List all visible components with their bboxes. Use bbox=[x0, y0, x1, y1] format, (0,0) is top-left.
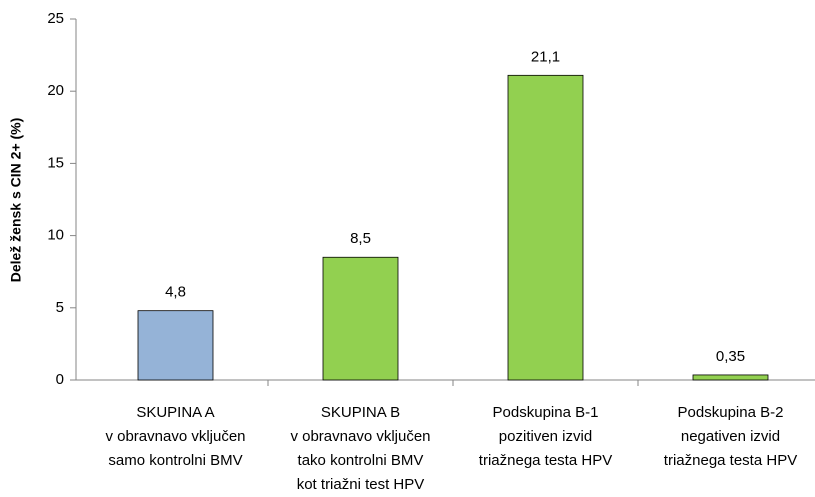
x-tick-label: samo kontrolni BMV bbox=[108, 452, 242, 469]
x-tick-label: triažnega testa HPV bbox=[664, 452, 797, 469]
bar bbox=[507, 74, 584, 381]
x-tick-label: Podskupina B-2 bbox=[678, 404, 784, 421]
y-tick-label: 20 bbox=[47, 82, 64, 99]
x-tick-label: v obravnavo vključen bbox=[105, 428, 245, 445]
bar bbox=[137, 310, 214, 381]
x-tick-label: kot triažni test HPV bbox=[297, 476, 425, 493]
data-label: 4,8 bbox=[165, 284, 186, 301]
y-tick-label: 15 bbox=[47, 154, 64, 171]
data-label: 8,5 bbox=[350, 230, 371, 247]
y-axis-label: Delež žensk s CIN 2+ (%) bbox=[8, 118, 24, 283]
x-tick-label: triažnega testa HPV bbox=[479, 452, 612, 469]
bar bbox=[692, 374, 769, 381]
x-tick-label: pozitiven izvid bbox=[499, 428, 592, 445]
x-tick-label: tako kontrolni BMV bbox=[298, 452, 424, 469]
y-tick-label: 5 bbox=[56, 299, 64, 316]
y-tick-label: 25 bbox=[47, 10, 64, 27]
x-tick-label: SKUPINA A bbox=[136, 404, 214, 421]
x-tick-label: SKUPINA B bbox=[321, 404, 400, 421]
x-tick-label: v obravnavo vključen bbox=[290, 428, 430, 445]
x-tick-label: negativen izvid bbox=[681, 428, 780, 445]
bar bbox=[322, 256, 399, 381]
y-tick-label: 0 bbox=[56, 371, 64, 388]
x-tick-label: Podskupina B-1 bbox=[493, 404, 599, 421]
y-tick-label: 10 bbox=[47, 227, 64, 244]
data-label: 21,1 bbox=[531, 48, 560, 65]
data-label: 0,35 bbox=[716, 348, 745, 365]
